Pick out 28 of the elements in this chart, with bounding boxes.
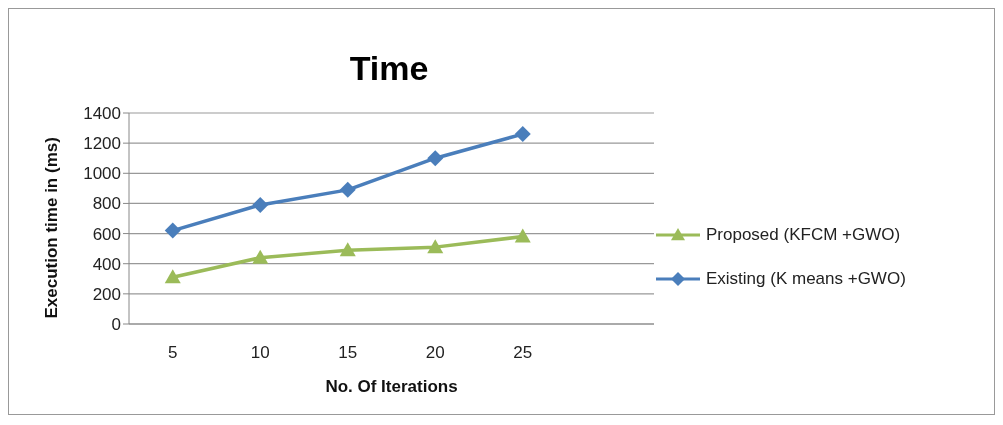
y-axis-title: Execution time in (ms) xyxy=(42,137,62,319)
point xyxy=(514,228,531,243)
point xyxy=(339,181,356,198)
point xyxy=(252,249,269,264)
y-tick-label: 800 xyxy=(92,194,121,214)
x-tick-label: 15 xyxy=(338,343,358,363)
point xyxy=(427,150,444,167)
chart-title: Time xyxy=(348,48,430,89)
x-tick-label: 5 xyxy=(168,343,178,363)
point xyxy=(339,242,356,257)
x-tick-label: 20 xyxy=(425,343,445,363)
y-tick-label: 600 xyxy=(92,224,121,244)
point xyxy=(252,196,269,213)
x-axis-title: No. Of Iterations xyxy=(325,377,458,396)
point xyxy=(164,222,181,239)
x-tick-label: 25 xyxy=(513,343,533,363)
point xyxy=(427,239,444,254)
y-tick-label: 0 xyxy=(111,315,121,335)
legend-label: Existing (K means +GWO) xyxy=(706,268,907,289)
point xyxy=(514,126,531,143)
y-tick-label: 200 xyxy=(92,284,121,304)
legend-label: Proposed (KFCM +GWO) xyxy=(706,224,902,245)
y-tick-label: 1400 xyxy=(83,104,121,124)
x-tick-label: 10 xyxy=(250,343,270,363)
y-tick-label: 1200 xyxy=(83,134,121,154)
y-tick-label: 1000 xyxy=(83,164,121,184)
y-tick-label: 400 xyxy=(92,254,121,274)
point xyxy=(164,269,181,284)
